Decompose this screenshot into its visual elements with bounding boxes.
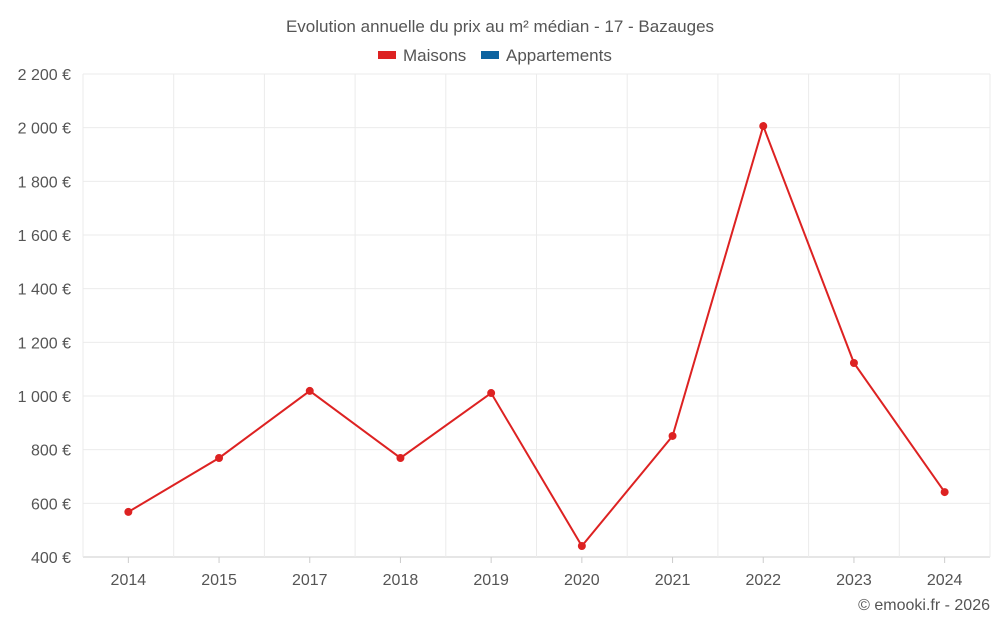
x-tick-label: 2022 xyxy=(745,572,781,589)
data-point[interactable] xyxy=(215,453,224,462)
y-tick-label: 1 200 € xyxy=(18,335,71,352)
chart-title: Evolution annuelle du prix au m² médian … xyxy=(286,17,714,36)
x-tick-label: 2023 xyxy=(836,572,872,589)
data-point[interactable] xyxy=(124,507,133,516)
x-tick-label: 2018 xyxy=(383,572,419,589)
legend-item-maisons[interactable]: Maisons xyxy=(378,46,466,65)
y-tick-label: 2 000 € xyxy=(18,121,71,138)
x-tick-label: 2019 xyxy=(473,572,509,589)
data-point[interactable] xyxy=(668,431,677,440)
legend-item-appartements[interactable]: Appartements xyxy=(481,46,612,65)
series-line-maisons xyxy=(127,122,946,548)
y-tick-label: 800 € xyxy=(31,443,71,460)
legend-swatch-appartements xyxy=(481,51,499,59)
x-tick-label: 2015 xyxy=(201,572,237,589)
x-tick-label: 2020 xyxy=(564,572,600,589)
data-point[interactable] xyxy=(849,358,858,367)
data-point[interactable] xyxy=(305,386,314,395)
x-tick-label: 2017 xyxy=(292,572,328,589)
x-tick-label: 2024 xyxy=(927,572,963,589)
data-point[interactable] xyxy=(577,541,586,550)
y-tick-label: 1 400 € xyxy=(18,282,71,299)
y-tick-label: 400 € xyxy=(31,550,71,567)
y-tick-label: 1 600 € xyxy=(18,228,71,245)
data-point[interactable] xyxy=(759,122,768,131)
y-tick-label: 1 000 € xyxy=(18,389,71,406)
y-tick-label: 600 € xyxy=(31,496,71,513)
legend: Maisons Appartements xyxy=(378,46,612,65)
data-point[interactable] xyxy=(487,389,496,398)
data-point[interactable] xyxy=(940,488,949,497)
y-tick-label: 2 200 € xyxy=(18,67,71,84)
legend-label-maisons: Maisons xyxy=(403,46,466,65)
x-tick-label: 2021 xyxy=(655,572,691,589)
x-tick-label: 2014 xyxy=(111,572,147,589)
legend-swatch-maisons xyxy=(378,51,396,59)
legend-label-appartements: Appartements xyxy=(506,46,612,65)
data-point[interactable] xyxy=(396,453,405,462)
y-tick-label: 1 800 € xyxy=(18,174,71,191)
credit-text: © emooki.fr - 2026 xyxy=(858,597,990,614)
